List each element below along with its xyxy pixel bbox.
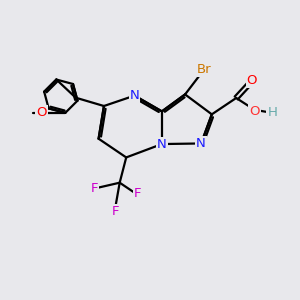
Text: Br: Br	[196, 63, 211, 76]
Text: F: F	[112, 205, 119, 218]
Text: O: O	[247, 74, 257, 87]
Text: F: F	[134, 187, 141, 200]
Text: H: H	[268, 106, 278, 119]
Text: O: O	[36, 106, 46, 119]
Text: F: F	[90, 182, 98, 194]
Text: N: N	[196, 137, 206, 150]
Text: N: N	[157, 138, 167, 151]
Text: N: N	[130, 89, 140, 102]
Text: O: O	[249, 105, 260, 118]
